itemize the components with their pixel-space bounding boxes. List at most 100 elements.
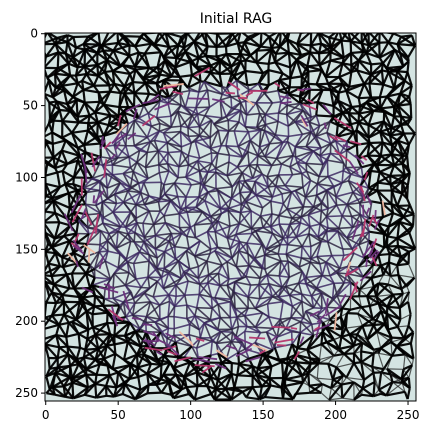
graph-edge	[283, 399, 293, 400]
graph-edge	[381, 394, 387, 396]
graph-edge	[253, 387, 262, 388]
graph-edge	[77, 100, 78, 117]
graph-edge	[290, 294, 302, 295]
graph-edge	[201, 31, 205, 32]
graph-edge	[197, 308, 212, 309]
graph-edge	[392, 338, 404, 339]
graph-edge	[99, 32, 100, 44]
graph-edge	[45, 211, 55, 213]
graph-edge	[133, 82, 146, 83]
graph-edge	[114, 273, 129, 274]
graph-edge	[46, 252, 56, 253]
graph-edge	[337, 204, 348, 205]
graph-edge	[167, 143, 168, 153]
graph-edge	[231, 342, 242, 343]
graph-edge	[104, 288, 105, 298]
graph-edge	[83, 90, 84, 103]
graph-edge	[126, 135, 127, 146]
graph-edge	[99, 31, 110, 32]
graph-edge	[66, 337, 67, 347]
graph-edge	[143, 341, 159, 342]
graph-edge	[366, 259, 367, 267]
y-axis: 050100150200250	[15, 27, 45, 400]
graph-edge	[79, 123, 89, 124]
graph-edge	[308, 70, 321, 71]
plot-title: Initial RAG	[200, 11, 273, 27]
graph-edge	[159, 164, 168, 165]
graph-edge	[339, 227, 353, 228]
graph-edge	[100, 231, 101, 245]
graph-edge	[53, 144, 54, 158]
graph-edge	[373, 111, 384, 112]
graph-edge	[301, 246, 302, 258]
graph-edge	[249, 338, 265, 339]
graph-edge	[158, 151, 159, 165]
graph-edge	[234, 131, 248, 132]
graph-edge	[132, 318, 141, 319]
graph-edge	[123, 302, 134, 303]
graph-edge	[371, 171, 380, 172]
graph-edge	[271, 201, 272, 214]
graph-edge	[246, 101, 247, 115]
graph-edge	[53, 386, 64, 387]
graph-edge	[397, 265, 398, 275]
graph-edge	[145, 52, 161, 53]
graph-edge	[143, 324, 152, 325]
graph-edge	[380, 107, 394, 108]
graph-edge	[240, 192, 252, 193]
y-tick-label: 50	[23, 99, 38, 113]
graph-edge	[175, 247, 176, 259]
graph-edge	[327, 160, 328, 176]
graph-edge	[185, 294, 199, 295]
graph-edge	[351, 70, 357, 72]
graph-edge	[79, 334, 80, 348]
graph-edge	[348, 29, 362, 30]
graph-edge	[93, 313, 108, 315]
graph-edge	[195, 365, 215, 366]
graph-edge	[237, 375, 252, 376]
graph-edge	[82, 81, 83, 90]
graph-edge	[52, 315, 64, 316]
graph-edge	[327, 232, 328, 242]
graph-edge	[49, 358, 50, 369]
graph-edge	[378, 254, 389, 255]
graph-edge	[236, 233, 252, 234]
graph-edge	[299, 283, 306, 284]
graph-edge	[52, 121, 53, 133]
graph-edge	[58, 52, 59, 68]
y-tick-label: 200	[15, 314, 38, 328]
graph-edge	[84, 145, 85, 152]
x-tick-label: 50	[111, 408, 126, 422]
graph-edge	[290, 30, 301, 33]
y-tick-label: 100	[15, 170, 38, 184]
graph-edge	[261, 47, 272, 48]
graph-edge	[95, 334, 110, 335]
graph-edge	[143, 223, 154, 224]
graph-edge	[271, 327, 289, 328]
graph-edge	[408, 57, 409, 61]
graph-edge	[411, 104, 412, 118]
graph-edge	[62, 121, 78, 122]
x-tick-label: 150	[252, 408, 275, 422]
graph-edge	[106, 174, 107, 188]
x-tick-label: 100	[179, 408, 202, 422]
graph-edge	[42, 318, 45, 330]
graph-edge	[269, 62, 276, 63]
graph-edge	[231, 97, 232, 109]
graph-edge	[187, 386, 198, 387]
graph-edge	[171, 126, 181, 127]
graph-edge	[352, 216, 353, 227]
graph-edge	[188, 127, 199, 128]
graph-edge	[226, 93, 235, 94]
graph-edge	[84, 163, 100, 164]
graph-edge	[368, 31, 379, 32]
graph-edge	[351, 52, 363, 53]
y-tick-label: 250	[15, 386, 38, 400]
graph-edge	[373, 382, 374, 396]
graph-edge	[217, 34, 218, 47]
graph-edge	[159, 124, 160, 132]
graph-edge	[110, 92, 121, 93]
graph-edge	[347, 313, 358, 314]
graph-edge	[314, 308, 322, 309]
